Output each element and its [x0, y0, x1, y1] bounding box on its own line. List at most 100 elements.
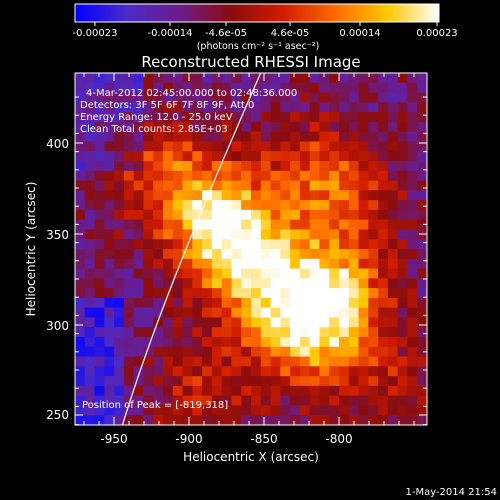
heatmap-cell [270, 376, 281, 387]
heatmap-cell [329, 121, 340, 133]
heatmap-cell [358, 102, 369, 113]
heatmap-cell [104, 385, 115, 397]
heatmap-cell [94, 249, 105, 260]
heatmap-cell [417, 141, 427, 152]
heatmap-cell [368, 278, 379, 289]
heatmap-cell [251, 219, 262, 231]
heatmap-cell [280, 307, 291, 319]
heatmap-cell [339, 317, 350, 328]
heatmap-cell [114, 415, 125, 425]
heatmap-cell [163, 170, 174, 182]
heatmap-cell [348, 278, 360, 289]
heatmap-cell [319, 112, 330, 123]
heatmap-cell [172, 131, 184, 143]
heatmap-cell [358, 268, 369, 279]
heatmap-cell [192, 170, 203, 182]
heatmap-cell [339, 161, 350, 172]
heatmap-cell [143, 121, 154, 133]
heatmap-cell [417, 239, 427, 250]
heatmap-cell [368, 121, 379, 133]
heatmap-cell [84, 278, 96, 289]
heatmap-cell [94, 327, 105, 338]
heatmap-cell [319, 121, 330, 133]
heatmap-cell [299, 258, 311, 270]
heatmap-cell [211, 297, 223, 309]
heatmap-cell [182, 73, 193, 84]
heatmap-cell [192, 141, 203, 152]
heatmap-cell [123, 395, 135, 407]
heatmap-cell [104, 200, 115, 211]
heatmap-cell [211, 219, 223, 231]
heatmap-cell [75, 376, 86, 387]
heatmap-cell [84, 297, 96, 309]
heatmap-cell [114, 200, 125, 211]
heatmap-cell [192, 190, 203, 201]
heatmap-cell [397, 327, 409, 338]
heatmap-cell [358, 395, 369, 407]
heatmap-cell [290, 239, 301, 250]
heatmap-cell [378, 258, 389, 270]
heatmap-cell [368, 92, 379, 103]
heatmap-cell [299, 180, 311, 191]
heatmap-cell [192, 258, 203, 270]
heatmap-cell [202, 278, 213, 289]
heatmap-cell [75, 258, 86, 270]
heatmap-cell [123, 356, 135, 367]
heatmap-cell [75, 385, 86, 397]
heatmap-cell [299, 141, 311, 152]
heatmap-cell [290, 278, 301, 289]
heatmap-cell [84, 190, 96, 201]
heatmap-cell [319, 356, 330, 367]
heatmap-cell [290, 337, 301, 348]
heatmap-cell [387, 141, 399, 152]
heatmap-cell [309, 170, 321, 182]
heatmap-cell [378, 278, 389, 289]
y-tick-label-1: 300 [46, 319, 69, 333]
heatmap-cell [75, 200, 86, 211]
heatmap-cell [143, 239, 154, 250]
heatmap-cell [163, 180, 174, 191]
heatmap-cell [153, 82, 164, 94]
heatmap-cell [417, 82, 427, 94]
heatmap-cell [339, 209, 350, 221]
heatmap-cell [211, 190, 223, 201]
heatmap-cell [114, 297, 125, 309]
heatmap-cell [94, 297, 105, 309]
colorbar-ticks [94, 22, 438, 26]
heatmap-cell [163, 317, 174, 328]
heatmap-cell [319, 297, 330, 309]
heatmap-cell [241, 249, 252, 260]
heatmap-cell [417, 385, 427, 397]
heatmap-cell [299, 288, 311, 299]
heatmap-cell [280, 141, 291, 152]
heatmap-cell [143, 200, 154, 211]
heatmap-cell [397, 258, 409, 270]
heatmap-cell [251, 200, 262, 211]
heatmap-cell [192, 415, 203, 425]
heatmap-cell [251, 92, 262, 103]
heatmap-cell [309, 297, 321, 309]
heatmap-cell [123, 161, 135, 172]
heatmap-cell [202, 249, 213, 260]
heatmap-cell [211, 385, 223, 397]
heatmap-cell [143, 209, 154, 221]
heatmap-cell [339, 297, 350, 309]
heatmap-cell [358, 112, 369, 123]
heatmap-cell [270, 356, 281, 367]
heatmap-cell [94, 229, 105, 240]
heatmap-cell [192, 288, 203, 299]
heatmap-cell [133, 337, 145, 348]
heatmap-cell [290, 112, 301, 123]
heatmap-cell [202, 385, 213, 397]
heatmap-cell [192, 121, 203, 133]
heatmap-cell [123, 346, 135, 358]
heatmap-cell [387, 151, 399, 162]
heatmap-cell [270, 385, 281, 397]
heatmap-cell [114, 278, 125, 289]
heatmap-cell [319, 385, 330, 397]
heatmap-cell [153, 297, 164, 309]
heatmap-cell [417, 219, 427, 231]
heatmap-cell [290, 249, 301, 260]
heatmap-cell [378, 200, 389, 211]
heatmap-cell [270, 327, 281, 338]
